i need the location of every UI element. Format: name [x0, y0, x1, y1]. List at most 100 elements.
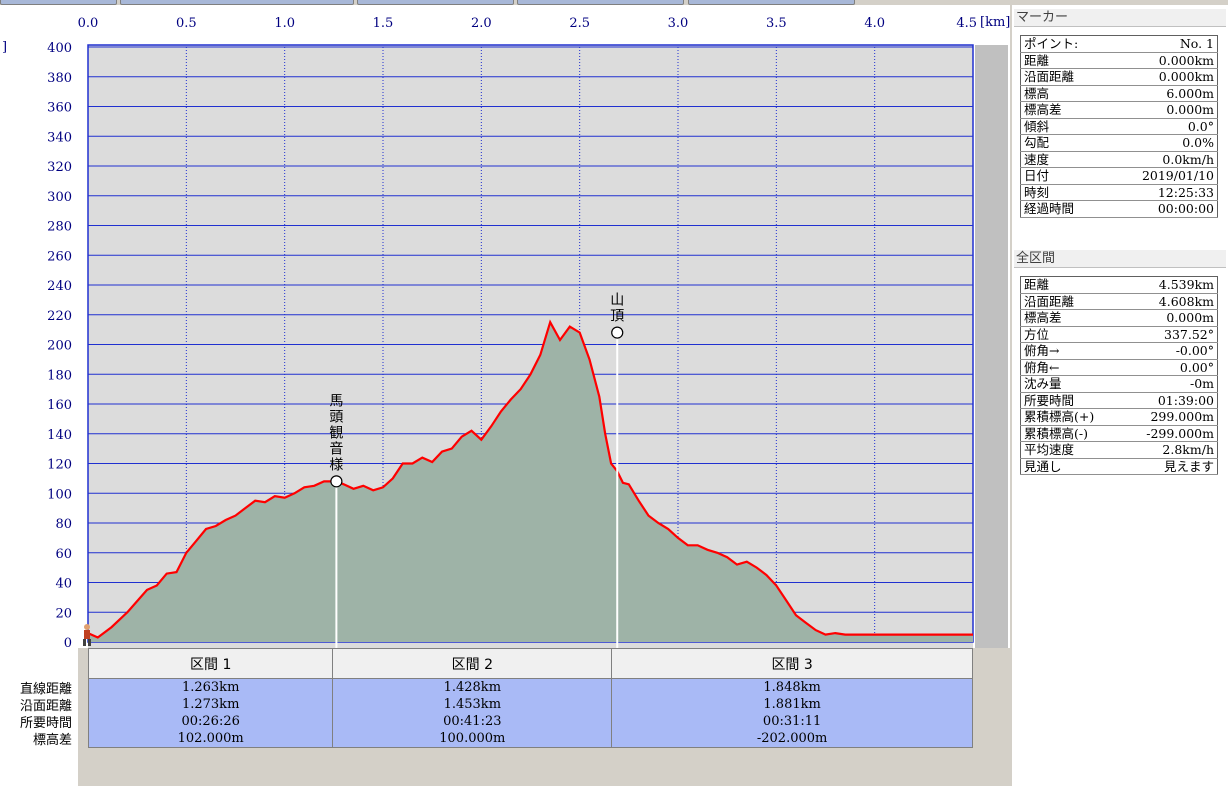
info-label: 距離 [1020, 52, 1107, 69]
info-label: 累積標高(+) [1020, 408, 1121, 426]
x-tick-label: 0.0 [78, 16, 99, 31]
info-row: 方位 337.52° [1020, 326, 1218, 343]
toolbar-button[interactable] [517, 0, 684, 5]
x-tick-label: 4.5 [956, 16, 977, 31]
y-tick-label: 80 [55, 517, 72, 532]
info-value: 0.000m [1106, 101, 1218, 119]
y-tick-label: 140 [47, 428, 72, 443]
elevation-chart[interactable]: 0 20 40 60 80 100 120 140 160 180 200 220 240 260 280 3… [0, 0, 1010, 648]
info-row: 平均速度 2.8km/h [1020, 441, 1218, 459]
info-label: 経過時間 [1020, 200, 1107, 218]
info-row: 標高 6.000m [1020, 85, 1218, 102]
segment-value: 102.000m [87, 730, 334, 748]
y-tick-label: 280 [47, 220, 72, 235]
info-value: 12:25:33 [1106, 184, 1218, 201]
info-value: 299.000m [1120, 408, 1218, 426]
segment-value: 1.273km [87, 696, 334, 713]
info-row: 時刻 12:25:33 [1020, 184, 1218, 201]
info-row: 所要時間 01:39:00 [1020, 392, 1218, 409]
segment-row-label: 直線距離 [19, 682, 72, 697]
info-value: 0.0° [1106, 118, 1218, 135]
info-row: 距離 0.000km [1020, 52, 1218, 69]
info-label: 累積標高(-) [1020, 425, 1121, 442]
info-label: 標高差 [1020, 101, 1107, 119]
info-label: 速度 [1020, 151, 1107, 168]
info-label: 標高差 [1020, 309, 1121, 327]
info-value: 00:00:00 [1106, 200, 1218, 218]
marker-info-table: ポイント: No. 1 距離 0.000km 沿面距離 0.000km 標高 6.000m 標高… [1020, 35, 1218, 218]
toolbar-button[interactable] [120, 0, 354, 5]
segment-row-label: 標高差 [32, 733, 72, 748]
y-tick-label: 260 [47, 249, 72, 264]
y-tick-label: 100 [47, 487, 72, 502]
y-unit-label: ] [2, 40, 7, 55]
x-tick-label: 0.5 [176, 16, 197, 31]
info-row: 累積標高(+) 299.000m [1020, 408, 1218, 426]
info-value: -299.000m [1120, 425, 1218, 442]
total-info-table: 距離 4.539km 沿面距離 4.608km 標高差 0.000m 方位 337.52° 俯角… [1020, 276, 1218, 475]
info-row: 勾配 0.0% [1020, 134, 1218, 152]
info-row: 俯角← 0.00° [1020, 359, 1218, 376]
info-value: -0m [1120, 375, 1218, 393]
y-tick-label: 320 [47, 160, 72, 175]
info-label: 勾配 [1020, 134, 1107, 152]
segment-value: 100.000m [332, 730, 613, 748]
segment-value: 00:31:11 [611, 713, 973, 730]
y-tick-label: 360 [47, 101, 72, 116]
y-tick-label: 300 [47, 190, 72, 205]
info-label: 所要時間 [1020, 392, 1121, 409]
segment-header[interactable]: 区間 2 [332, 648, 613, 679]
elevation-line [87, 319, 973, 639]
y-tick-label: 60 [55, 547, 72, 562]
info-label: 距離 [1020, 276, 1121, 294]
info-row: 見通し 見えます [1020, 458, 1218, 475]
marker-label: 馬頭観音様 [329, 393, 343, 473]
toolbar-button[interactable] [688, 0, 855, 5]
y-tick-label: 160 [47, 398, 72, 413]
segment-header[interactable]: 区間 3 [611, 648, 973, 679]
info-value: 337.52° [1120, 326, 1218, 343]
info-value: 2019/01/10 [1106, 167, 1218, 185]
segment-value: -202.000m [611, 730, 973, 748]
y-tick-label: 120 [47, 458, 72, 473]
info-row: 速度 0.0km/h [1020, 151, 1218, 168]
info-label: 方位 [1020, 326, 1121, 343]
marker-point[interactable] [611, 326, 624, 339]
info-row: 沿面距離 4.608km [1020, 293, 1218, 310]
toolbar-button[interactable] [357, 0, 514, 5]
info-label: 傾斜 [1020, 118, 1107, 135]
info-value: 0.000km [1106, 68, 1218, 86]
info-label: 俯角→ [1020, 342, 1121, 360]
toolbar [0, 0, 1010, 5]
segment-header[interactable]: 区間 1 [87, 648, 334, 679]
info-label: 沿面距離 [1020, 68, 1107, 86]
info-value: 0.0% [1106, 134, 1218, 152]
segment-value: 1.428km [332, 678, 613, 696]
info-value: 4.608km [1120, 293, 1218, 310]
info-row: ポイント: No. 1 [1020, 35, 1218, 53]
info-row: 距離 4.539km [1020, 276, 1218, 294]
marker-label: 山頂 [610, 293, 624, 325]
x-tick-label: 3.5 [766, 16, 787, 31]
elevation-area [88, 322, 973, 642]
info-row: 俯角→ -0.00° [1020, 342, 1218, 360]
x-tick-label: 4.0 [864, 16, 885, 31]
info-label: 時刻 [1020, 184, 1107, 201]
info-label: 俯角← [1020, 359, 1121, 376]
segment-value: 1.848km [611, 678, 973, 696]
segment-value: 1.453km [332, 696, 613, 713]
toolbar-button[interactable] [0, 0, 117, 5]
x-unit-label: [km] [980, 15, 1010, 30]
info-value: 見えます [1120, 458, 1218, 475]
segment-row-label: 沿面距離 [19, 699, 72, 714]
y-tick-label: 400 [47, 41, 72, 56]
info-row: 経過時間 00:00:00 [1020, 200, 1218, 218]
start-figure-icon [83, 624, 91, 646]
info-label: 沿面距離 [1020, 293, 1121, 310]
y-tick-label: 0 [64, 636, 72, 648]
segment-row-label: 所要時間 [19, 716, 72, 731]
info-row: 沈み量 -0m [1020, 375, 1218, 393]
marker-point[interactable] [330, 475, 343, 488]
info-row: 標高差 0.000m [1020, 309, 1218, 327]
info-value: 0.0km/h [1106, 151, 1218, 168]
